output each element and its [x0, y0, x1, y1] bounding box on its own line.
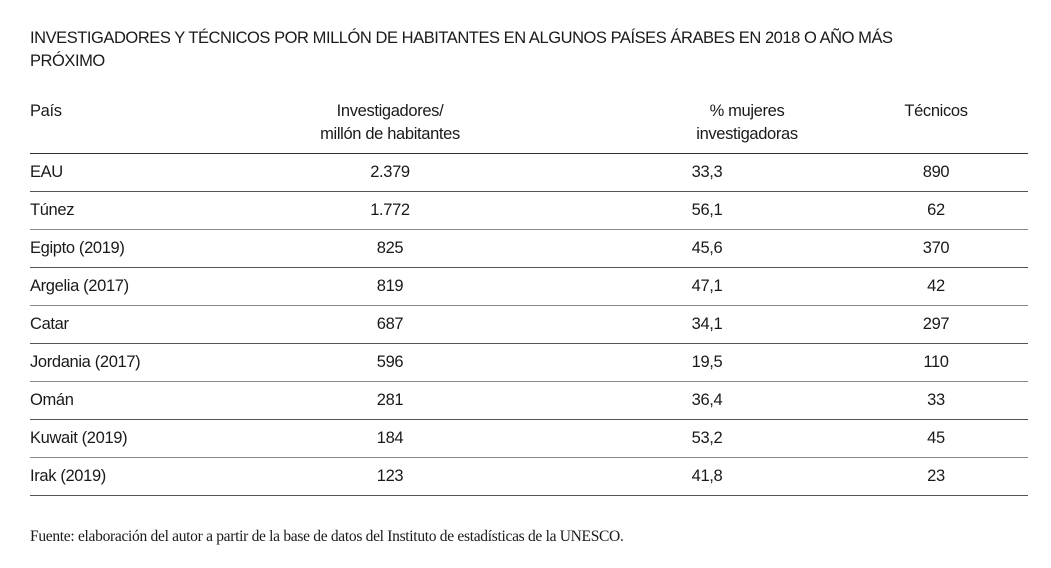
header-researchers-line2: millón de habitantes: [320, 125, 460, 143]
cell-technicians: 45: [927, 429, 945, 447]
cell-technicians: 890: [922, 163, 950, 181]
table-row: Catar 687 34,1 297: [30, 306, 1028, 344]
cell-women: 34,1: [691, 315, 723, 333]
header-technicians: Técnicos: [904, 102, 968, 120]
cell-country: Egipto (2019): [30, 239, 125, 257]
cell-technicians: 110: [923, 353, 949, 371]
table-row: Kuwait (2019) 184 53,2 45: [30, 420, 1028, 458]
cell-researchers: 123: [376, 467, 404, 485]
cell-researchers: 825: [376, 239, 404, 257]
cell-country: Jordania (2017): [30, 353, 141, 371]
cell-researchers: 281: [376, 391, 404, 409]
cell-country: Irak (2019): [30, 467, 106, 485]
table-row: Irak (2019) 123 41,8 23: [30, 458, 1028, 496]
table-row: EAU 2.379 33,3 890: [30, 154, 1028, 192]
cell-women: 45,6: [691, 239, 723, 257]
cell-women: 47,1: [691, 277, 723, 295]
header-women: % mujeres investigadoras: [650, 100, 844, 153]
table-title: INVESTIGADORES Y TÉCNICOS POR MILLÓN DE …: [30, 29, 893, 70]
table-header: País Investigadores/ millón de habitante…: [30, 100, 1028, 154]
cell-women: 56,1: [691, 201, 723, 219]
table-body: EAU 2.379 33,3 890 Túnez 1.772 56,1 62 Egipto (2…: [30, 154, 1028, 496]
header-researchers: Investigadores/ millón de habitantes: [210, 100, 570, 153]
cell-technicians: 42: [927, 277, 945, 295]
table-row: Egipto (2019) 825 45,6 370: [30, 230, 1028, 268]
cell-country: EAU: [30, 163, 63, 181]
cell-technicians: 62: [927, 201, 945, 219]
cell-country: Túnez: [30, 201, 75, 219]
table-row: Omán 281 36,4 33: [30, 382, 1028, 420]
cell-researchers: 184: [376, 429, 404, 447]
table-row: Argelia (2017) 819 47,1 42: [30, 268, 1028, 306]
cell-women: 33,3: [691, 163, 723, 181]
header-country: País: [30, 102, 62, 120]
cell-women: 53,2: [691, 429, 723, 447]
cell-women: 19,5: [691, 353, 723, 371]
cell-technicians: 33: [927, 391, 945, 409]
source-note: Fuente: elaboración del autor a partir d…: [30, 528, 624, 545]
cell-technicians: 297: [922, 315, 950, 333]
cell-researchers: 1.772: [370, 201, 410, 219]
header-women-line1: % mujeres: [709, 102, 785, 120]
cell-researchers: 2.379: [370, 163, 410, 181]
header-women-line2: investigadoras: [696, 125, 798, 143]
cell-technicians: 370: [922, 239, 950, 257]
cell-country: Omán: [30, 391, 74, 409]
header-researchers-line1: Investigadores/: [336, 102, 444, 120]
cell-country: Argelia (2017): [30, 277, 129, 295]
cell-country: Catar: [30, 315, 69, 333]
table-row: Túnez 1.772 56,1 62: [30, 192, 1028, 230]
cell-researchers: 687: [376, 315, 404, 333]
cell-technicians: 23: [927, 467, 945, 485]
cell-researchers: 596: [376, 353, 404, 371]
cell-researchers: 819: [376, 277, 404, 295]
cell-women: 36,4: [691, 391, 723, 409]
cell-country: Kuwait (2019): [30, 429, 128, 447]
table-row: Jordania (2017) 596 19,5 110: [30, 344, 1028, 382]
data-table: País Investigadores/ millón de habitante…: [30, 100, 1028, 496]
cell-women: 41,8: [691, 467, 723, 485]
